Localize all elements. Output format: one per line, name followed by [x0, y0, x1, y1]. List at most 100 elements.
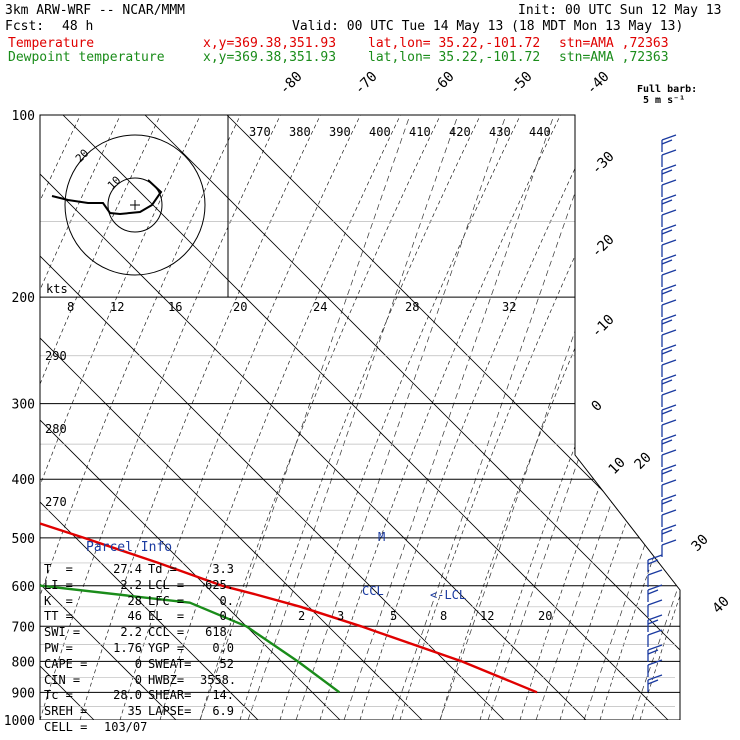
wind-barb-flag: [661, 284, 677, 291]
wind-barb-flag: [661, 409, 673, 415]
mixing-ratio-label: 2: [298, 609, 305, 623]
theta-label: 370: [249, 125, 271, 139]
parcel-info-cell: HWBZ=: [148, 672, 185, 687]
parcel-info-cell: 0: [134, 656, 142, 671]
parcel-info-cell: 1.76: [113, 640, 142, 655]
wind-barb-flag: [661, 434, 677, 441]
isotherm-line: [144, 115, 680, 720]
wind-barb-flag: [647, 614, 663, 621]
parcel-info-row: CELL = 103/07: [44, 720, 234, 736]
parcel-info-cell: 28.0: [113, 688, 142, 703]
wind-barb-flag: [661, 169, 673, 175]
parcel-info-cell: 6.9: [212, 704, 234, 719]
wind-barb-flag: [647, 569, 663, 576]
wind-barb-flag: [661, 194, 677, 201]
parcel-info-cell: 103/07: [104, 719, 148, 734]
hodograph: kts 10 20: [46, 134, 206, 296]
parcel-info-cell: 2.2: [120, 625, 142, 640]
model-title: 3km ARW-WRF -- NCAR/MMM: [5, 3, 186, 18]
dry-adiabat-line: [40, 115, 301, 720]
mixing-ratio-label: 28: [405, 300, 419, 314]
series-line: [40, 115, 538, 694]
hodograph-units: kts: [46, 282, 68, 296]
mixing-ratio-label: 24: [313, 300, 327, 314]
theta-label: 440: [529, 125, 551, 139]
sounding-annotation: <-LCL: [430, 588, 466, 602]
isotherm-label: -40: [584, 69, 613, 98]
parcel-info-cell: 3.3: [212, 562, 234, 576]
pressure-label: 1000: [4, 714, 35, 729]
forecast-label: Fcst:: [5, 19, 45, 34]
isotherm-line: [40, 115, 423, 720]
parcel-info-cell: K =: [44, 593, 73, 608]
sounding-annotation: M: [378, 530, 385, 544]
dry-adiabat-line: [359, 115, 621, 720]
dewpoint-legend: Dewpoint temperature: [8, 50, 165, 65]
mixing-ratio-line: [343, 115, 555, 720]
parcel-info-cell: 3558.: [200, 672, 237, 687]
wind-barb-flag: [661, 479, 677, 486]
dry-adiabat-line: [159, 115, 421, 720]
pressure-label: 200: [12, 291, 35, 306]
hodograph-trace: [51, 179, 163, 216]
sounding-annotation: CCL: [362, 584, 384, 598]
isotherm-label: 30: [689, 532, 712, 555]
pressure-label: 500: [12, 532, 35, 547]
mixing-ratio-label: 5: [390, 609, 397, 623]
wind-barb-flag: [647, 629, 663, 636]
pressure-label: 600: [12, 580, 35, 595]
parcel-info-cell: TT =: [44, 609, 73, 624]
dry-adiabat-line: [40, 115, 261, 720]
mixing-ratio-label: 8: [440, 609, 447, 623]
mixing-ratio-line: [295, 115, 507, 720]
isotherm-line: [40, 115, 505, 720]
dewpoint-latlon: lat,lon= 35.22,-101.72: [368, 50, 541, 65]
parcel-info-cell: 28: [127, 593, 142, 608]
mixing-ratio-label: 32: [502, 300, 516, 314]
isotherm-lines: [40, 115, 680, 720]
wind-barb-flag: [661, 329, 677, 336]
dry-adiabat-line: [399, 115, 661, 720]
pressure-label: 400: [12, 473, 35, 488]
mixing-ratio-label: 12: [480, 609, 494, 623]
wind-barb-flag: [647, 674, 663, 681]
wind-barb-flag: [661, 229, 673, 235]
wind-barb-flag: [661, 299, 677, 306]
parcel-info-cell: 0.: [219, 609, 234, 624]
dewpoint-station: stn=AMA ,72363: [559, 50, 669, 65]
wind-barb-flag: [661, 199, 673, 205]
dry-adiabat-line: [119, 115, 381, 720]
dry-adiabat-line: [439, 115, 680, 720]
dry-adiabat-line: [599, 115, 680, 720]
wind-barb-flag: [661, 319, 673, 325]
wind-barb-flag: [661, 469, 673, 475]
parcel-info-cell: SWEAT=: [148, 656, 192, 671]
dry-adiabat-line: [199, 115, 461, 720]
hodograph-ring: [107, 177, 163, 233]
pressure-label: 300: [12, 398, 35, 413]
wind-barb-flag: [661, 539, 677, 546]
isotherm-label: 0: [589, 398, 606, 415]
wind-barb-flag: [661, 449, 677, 456]
dry-adiabat-line: [679, 115, 680, 720]
parcel-info-cell: LAPSE=: [148, 704, 192, 719]
wind-barb-flag: [661, 179, 677, 186]
dry-adiabat-label: 280: [45, 422, 67, 436]
forecast-hours: 48 h: [62, 19, 94, 34]
parcel-info-cell: 27.4: [113, 562, 142, 576]
hodograph-ring-label: 10: [105, 174, 124, 193]
parcel-info-row: CIN = 0 HWBZ= 3558.: [44, 672, 237, 689]
parcel-info-cell: LFC =: [148, 593, 185, 608]
wind-barb-flag: [661, 524, 677, 531]
dry-adiabat-label: 290: [45, 349, 67, 363]
dry-adiabat-line: [79, 115, 341, 720]
parcel-info-row: PW = 1.76 YGP = 0.0: [44, 641, 234, 657]
dry-adiabat-line: [279, 115, 541, 720]
dry-adiabat-label: 270: [45, 495, 67, 509]
isotherm-label: -50: [507, 69, 536, 98]
plot-border: [39, 114, 681, 720]
dry-adiabat-line: [40, 115, 101, 720]
dry-adiabat-line: [639, 115, 680, 720]
init-time: Init: 00 UTC Sun 12 May 13: [518, 3, 722, 18]
